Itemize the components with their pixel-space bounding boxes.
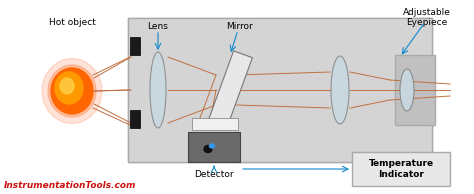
Ellipse shape — [204, 146, 212, 152]
Ellipse shape — [42, 59, 102, 124]
Polygon shape — [331, 56, 349, 124]
Bar — [188, 132, 240, 162]
Bar — [128, 18, 432, 162]
Bar — [130, 37, 140, 55]
Text: Mirror: Mirror — [227, 22, 254, 31]
Text: Detector: Detector — [194, 170, 234, 179]
Ellipse shape — [55, 72, 83, 104]
Text: InstrumentationTools.com: InstrumentationTools.com — [4, 181, 137, 190]
Text: Temperature
Indicator: Temperature Indicator — [368, 159, 434, 179]
Ellipse shape — [51, 68, 93, 114]
Bar — [395, 55, 435, 125]
Bar — [352, 152, 450, 186]
Ellipse shape — [60, 78, 74, 94]
Ellipse shape — [48, 65, 96, 117]
Polygon shape — [208, 51, 252, 129]
Ellipse shape — [210, 144, 215, 148]
Bar — [128, 18, 432, 162]
Polygon shape — [150, 52, 166, 128]
Ellipse shape — [400, 69, 414, 111]
Text: Lens: Lens — [147, 22, 168, 31]
Bar — [130, 110, 140, 128]
Bar — [192, 118, 238, 130]
Text: Adjustable
Eyepiece: Adjustable Eyepiece — [403, 8, 451, 27]
Text: Hot object: Hot object — [48, 18, 95, 27]
